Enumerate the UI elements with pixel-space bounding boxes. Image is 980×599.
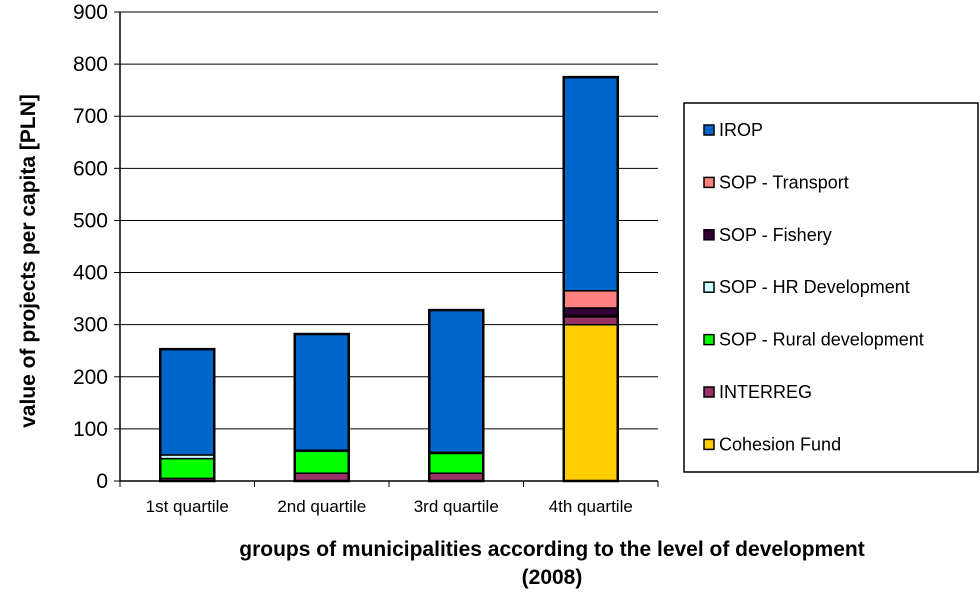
legend-swatch-sop-hr-development (703, 281, 715, 293)
x-tick-label-2: 2nd quartile (277, 497, 366, 516)
legend-swatch-sop-rural-development (703, 333, 715, 346)
legend-swatch-sop-fishery (703, 229, 715, 241)
bar-segment-4-irop (563, 76, 619, 292)
bar-segment-3-sop-rural-development (428, 452, 484, 474)
y-tick-label-700: 700 (73, 105, 108, 128)
x-tick-label-1: 1st quartile (146, 497, 229, 516)
legend-label-irop: IROP (719, 120, 763, 140)
bar-segment-4-sop-transport (563, 290, 619, 309)
bar-segment-3-irop (428, 309, 484, 454)
legend-swatch-interreg (703, 386, 715, 398)
bar-segment-1-irop (159, 348, 215, 456)
bars (159, 75, 619, 483)
y-tick-label-500: 500 (73, 209, 108, 232)
x-tick-label-3: 3rd quartile (414, 497, 499, 516)
legend-label-sop-fishery: SOP - Fishery (719, 225, 832, 245)
legend-label-sop-rural-development: SOP - Rural development (719, 330, 924, 350)
bar-segment-4-sop-fishery (563, 307, 619, 317)
x-tick-label-4: 4th quartile (549, 497, 633, 516)
legend-label-sop-transport: SOP - Transport (719, 172, 849, 192)
y-tick-label-100: 100 (73, 418, 108, 441)
legend-label-interreg: INTERREG (719, 382, 812, 402)
y-tick-label-0: 0 (96, 470, 108, 493)
legend-label-sop-hr-development: SOP - HR Development (719, 277, 910, 297)
y-tick-label-300: 300 (73, 314, 108, 337)
y-axis: 0 100 200 300 400 500 600 700 800 900 (73, 1, 121, 493)
y-tick-label-900: 900 (73, 1, 108, 24)
y-tick-label-600: 600 (73, 157, 108, 180)
legend-swatch-cohesion-fund (703, 438, 715, 451)
bar-segment-1-sop-rural-development (159, 457, 215, 480)
y-tick-label-200: 200 (73, 366, 108, 389)
legend: IROP SOP - Transport SOP - Fishery SOP - HR… (683, 102, 979, 473)
legend-label-cohesion-fund: Cohesion Fund (719, 434, 841, 454)
bar-segment-4-cohesion-fund (563, 323, 619, 482)
x-axis-label-line2: (2008) (522, 566, 583, 589)
y-tick-label-800: 800 (73, 53, 108, 76)
bar-segment-2-sop-rural-development (294, 450, 350, 474)
legend-swatch-sop-transport (703, 176, 715, 189)
x-axis: 1st quartile 2nd quartile 3rd quartile 4th … (119, 480, 659, 516)
x-axis-label-line1: groups of municipalities according to th… (239, 538, 864, 561)
y-axis-label: value of projects per capita [PLN] (17, 94, 40, 428)
bar-segment-4-interreg (563, 316, 619, 326)
legend-swatch-irop (703, 124, 715, 136)
y-tick-label-400: 400 (73, 262, 108, 285)
legend-box (683, 102, 979, 473)
bar-segment-2-irop (294, 333, 350, 452)
